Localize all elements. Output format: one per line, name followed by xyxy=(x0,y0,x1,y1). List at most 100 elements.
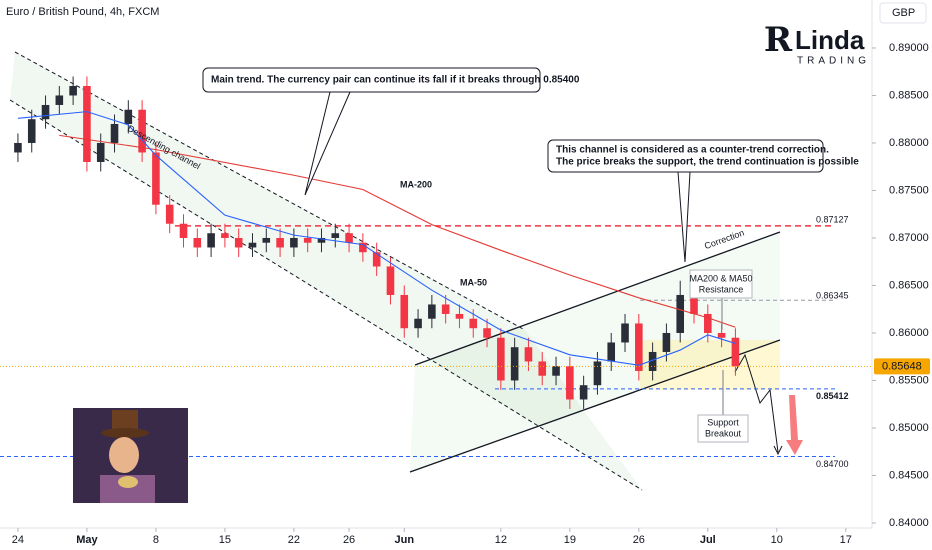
candle-body xyxy=(662,332,671,352)
level-label: 0.87127 xyxy=(816,214,849,224)
callout-text: MA200 & MA50 xyxy=(689,273,752,283)
x-tick-label: 19 xyxy=(564,534,576,546)
candle-body xyxy=(593,361,602,386)
candle-body xyxy=(400,294,409,329)
candle-body xyxy=(262,237,271,243)
candle-body xyxy=(414,318,422,329)
level-label: 0.84700 xyxy=(816,459,849,469)
moving-average xyxy=(59,134,736,328)
candle-body xyxy=(27,119,36,143)
candle-body xyxy=(138,109,146,153)
last-price-box xyxy=(874,358,930,375)
candle-body xyxy=(345,233,353,243)
x-tick-label: Jul xyxy=(700,534,716,546)
y-tick-label: 0.87000 xyxy=(889,232,929,244)
hat-brim xyxy=(101,428,149,438)
candle-body xyxy=(179,223,188,238)
callout-box xyxy=(689,269,753,299)
level-label: 0.85412 xyxy=(816,391,849,401)
candle-body xyxy=(276,237,284,248)
moving-average xyxy=(17,111,736,366)
candle-body xyxy=(359,242,367,253)
last-price-label: 0.85648 xyxy=(882,360,922,372)
callout-text: Resistance xyxy=(699,284,744,294)
x-tick-label: 12 xyxy=(495,534,507,546)
candle-body xyxy=(635,323,643,371)
candle-body xyxy=(441,304,450,314)
candle-body xyxy=(317,237,326,243)
candle-body xyxy=(290,237,298,248)
candle-body xyxy=(69,85,77,96)
callout-text: Support xyxy=(707,417,739,427)
candle-body xyxy=(731,337,740,367)
logo-name: Linda xyxy=(795,25,865,55)
currency-label: GBP xyxy=(892,7,915,19)
candle-body xyxy=(248,242,257,248)
candle-body xyxy=(14,142,22,153)
callout-box xyxy=(202,67,541,93)
plot: 0.87127 0.86345 0.85412 0.84700 MA-200 MA-50 xyxy=(0,76,872,469)
x-tick-label: 26 xyxy=(343,534,355,546)
candle-body xyxy=(234,237,243,248)
candle-body xyxy=(55,95,64,105)
logo-tagline: TRADING xyxy=(797,56,870,67)
correction-channel-fill xyxy=(410,232,780,472)
y-tick-label: 0.88000 xyxy=(889,137,929,149)
callout-box xyxy=(697,414,749,443)
candle-body xyxy=(607,342,616,362)
candle-body xyxy=(690,294,698,314)
candle-body xyxy=(469,318,478,329)
x-tick-label: 26 xyxy=(633,534,645,546)
callout-box xyxy=(547,139,824,173)
x-tick-label: 22 xyxy=(288,534,300,546)
y-tick-label: 0.89000 xyxy=(889,42,929,54)
meme-image xyxy=(73,408,188,503)
descending-channel-fill xyxy=(10,52,642,490)
candle-body xyxy=(207,233,215,248)
candle-body xyxy=(303,237,312,243)
candle-body xyxy=(552,366,560,376)
y-tick-label: 0.84500 xyxy=(889,469,929,481)
callout-pointer xyxy=(304,91,351,196)
projection-arrow xyxy=(773,445,783,456)
candle-body xyxy=(96,142,105,162)
logo-mark: R xyxy=(764,20,793,60)
series-label: MA-200 xyxy=(400,179,432,189)
candle-body xyxy=(110,123,119,143)
callout-text: The price breaks the support, the trend … xyxy=(556,157,859,168)
candle-body xyxy=(372,252,381,267)
y-tick-label: 0.88500 xyxy=(889,89,929,101)
candle-body xyxy=(165,204,174,224)
candle-body xyxy=(41,104,50,120)
x-tick-label: Jun xyxy=(394,534,414,546)
x-tick-label: 8 xyxy=(153,534,159,546)
hat xyxy=(112,410,138,432)
candle-body xyxy=(579,385,588,400)
candle-body xyxy=(717,332,726,338)
channel-line xyxy=(9,99,643,491)
x-tick-label: May xyxy=(76,534,98,546)
bowtie xyxy=(118,476,138,488)
series-label: MA-50 xyxy=(460,277,487,287)
callout-text: Breakout xyxy=(705,428,742,438)
candle-body xyxy=(621,323,629,343)
candle-body xyxy=(676,294,685,333)
candle-body xyxy=(524,347,533,362)
candle-body xyxy=(152,152,160,205)
candle-body xyxy=(566,366,574,400)
candle-body xyxy=(648,351,657,371)
candle-body xyxy=(483,328,491,338)
chart-title: Euro / British Pound, 4h, FXCM xyxy=(6,6,159,18)
currency-box xyxy=(879,2,927,24)
x-tick-label: 15 xyxy=(219,534,231,546)
candle-body xyxy=(510,347,519,381)
candle-body xyxy=(331,233,340,238)
candle-body xyxy=(538,361,547,376)
y-tick-label: 0.85000 xyxy=(889,422,929,434)
channel-line xyxy=(414,231,781,366)
candle-body xyxy=(83,85,91,162)
projection-path xyxy=(734,353,779,453)
y-tick-label: 0.87500 xyxy=(889,184,929,196)
face xyxy=(109,437,139,473)
